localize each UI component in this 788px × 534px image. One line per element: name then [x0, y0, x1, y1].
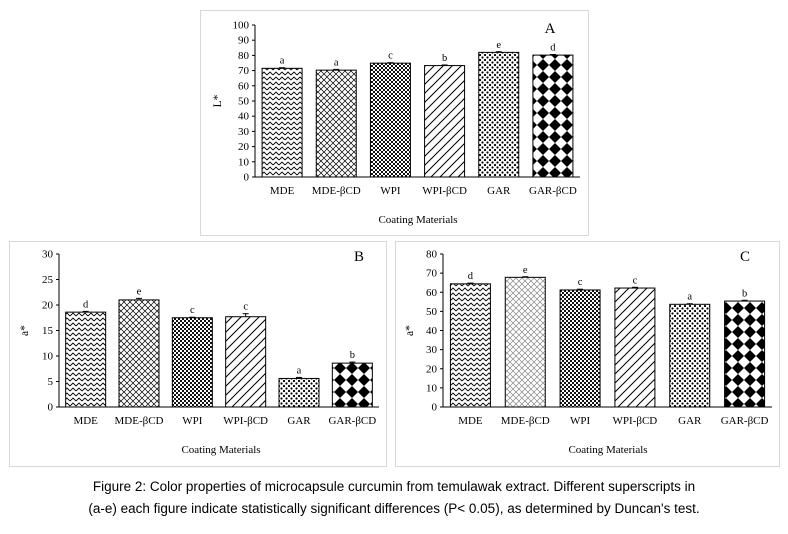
y-tick-label: 50 — [426, 306, 438, 318]
x-tick-label: MDE-βCD — [115, 415, 164, 427]
y-axis-label: a* — [19, 325, 31, 336]
chart-b-svg: 0 5 10 15 20 25 30 d MDE e MDE-βCD c WPI c WPI-βCD a GAR… — [19, 249, 379, 456]
x-axis-label: Coating Materials — [181, 444, 260, 456]
x-tick-label: MDE — [73, 415, 98, 427]
significance-letter: a — [334, 57, 339, 68]
significance-letter: d — [468, 271, 474, 282]
y-tick-label: 0 — [432, 402, 438, 414]
y-tick-label: 10 — [42, 351, 54, 363]
chart-a-svg: 0 10 20 30 40 50 60 70 80 90 100 a MDE a MDE-βCD c WPI b W… — [212, 20, 580, 226]
significance-letter: a — [297, 365, 302, 376]
x-tick-label: WPI — [182, 415, 203, 427]
y-tick-label: 70 — [426, 268, 438, 280]
bar-1 — [449, 283, 491, 408]
y-tick-label: 70 — [238, 65, 250, 77]
bar-5 — [669, 303, 711, 408]
x-tick-label: WPI — [570, 415, 591, 427]
significance-letter: d — [550, 42, 556, 53]
y-tick-label: 30 — [238, 126, 250, 138]
bar-3 — [171, 317, 213, 408]
y-axis-label: a* — [404, 325, 416, 336]
bar-5 — [278, 377, 320, 408]
y-tick-label: 15 — [42, 325, 54, 337]
significance-letter: b — [742, 288, 747, 299]
y-tick-label: 50 — [238, 96, 250, 108]
bar-1 — [65, 311, 107, 408]
x-tick-label: MDE-βCD — [501, 415, 550, 427]
y-tick-label: 80 — [426, 249, 438, 261]
significance-letter: c — [388, 51, 393, 62]
x-tick-label: MDE — [270, 185, 295, 197]
x-tick-label: GAR — [678, 415, 702, 427]
y-tick-label: 20 — [426, 363, 438, 375]
significance-letter: c — [243, 302, 248, 313]
y-axis-label: L* — [212, 94, 224, 107]
caption-line-2: (a-e) each figure indicate statistically… — [88, 501, 700, 516]
y-tick-label: 30 — [42, 249, 54, 261]
bar-4 — [225, 316, 267, 408]
x-axis-label: Coating Materials — [378, 214, 457, 226]
x-axis-label: Coating Materials — [568, 444, 647, 456]
x-tick-label: GAR-βCD — [721, 415, 769, 427]
significance-letter: b — [442, 53, 447, 64]
significance-letter: e — [496, 40, 501, 51]
x-tick-label: GAR-βCD — [328, 415, 376, 427]
x-tick-label: MDE-βCD — [312, 185, 361, 197]
bar-2 — [315, 69, 357, 178]
bar-2 — [504, 276, 546, 408]
bar-1 — [261, 67, 303, 178]
panel-letter: B — [354, 249, 364, 265]
x-tick-label: GAR — [487, 185, 511, 197]
y-tick-label: 100 — [233, 20, 250, 32]
significance-letter: e — [523, 265, 528, 276]
y-tick-label: 40 — [238, 111, 250, 123]
bar-2 — [118, 299, 160, 408]
figure-caption: Figure 2: Color properties of microcapsu… — [0, 476, 788, 520]
y-tick-label: 0 — [244, 172, 250, 184]
y-tick-label: 60 — [426, 287, 438, 299]
x-tick-label: WPI-βCD — [613, 415, 658, 427]
bar-3 — [559, 289, 601, 408]
y-tick-label: 40 — [426, 325, 438, 337]
bar-5 — [478, 51, 520, 178]
significance-letter: c — [190, 305, 195, 316]
caption-line-1: Figure 2: Color properties of microcapsu… — [92, 479, 696, 494]
x-tick-label: WPI-βCD — [422, 185, 467, 197]
x-tick-label: GAR — [287, 415, 311, 427]
significance-letter: d — [83, 299, 89, 310]
x-tick-label: WPI — [380, 185, 401, 197]
bar-4 — [614, 287, 656, 408]
y-tick-label: 90 — [238, 35, 250, 47]
significance-letter: c — [633, 275, 638, 286]
significance-letter: a — [687, 292, 692, 303]
significance-letter: e — [137, 286, 142, 297]
x-tick-label: MDE — [458, 415, 483, 427]
bar-6 — [724, 300, 766, 408]
y-tick-label: 5 — [48, 376, 54, 388]
chart-panel-b: 0 5 10 15 20 25 30 d MDE e MDE-βCD c WPI c WPI-βCD a GAR… — [9, 241, 387, 467]
bar-4 — [424, 65, 466, 178]
y-tick-label: 20 — [42, 300, 54, 312]
y-tick-label: 10 — [238, 156, 250, 168]
panel-letter: C — [740, 249, 750, 265]
y-tick-label: 0 — [48, 402, 54, 414]
bar-6 — [331, 362, 373, 408]
y-tick-label: 25 — [42, 274, 54, 286]
chart-panel-c: 0 10 20 30 40 50 60 70 80 d MDE e MDE-βCD c WPI c WPI-βC… — [395, 241, 780, 467]
x-tick-label: GAR-βCD — [529, 185, 577, 197]
y-tick-label: 20 — [238, 141, 250, 153]
chart-c-svg: 0 10 20 30 40 50 60 70 80 d MDE e MDE-βCD c WPI c WPI-βC… — [404, 249, 772, 456]
chart-panel-a: 0 10 20 30 40 50 60 70 80 90 100 a MDE a MDE-βCD c WPI b W… — [200, 10, 589, 236]
y-tick-label: 80 — [238, 50, 250, 62]
bar-6 — [532, 54, 574, 178]
y-tick-label: 60 — [238, 80, 250, 92]
x-tick-label: WPI-βCD — [223, 415, 268, 427]
y-tick-label: 10 — [426, 382, 438, 394]
y-tick-label: 30 — [426, 344, 438, 356]
significance-letter: c — [578, 277, 583, 288]
bar-3 — [369, 62, 411, 178]
significance-letter: a — [280, 56, 285, 67]
significance-letter: b — [350, 350, 355, 361]
panel-letter: A — [545, 21, 556, 37]
